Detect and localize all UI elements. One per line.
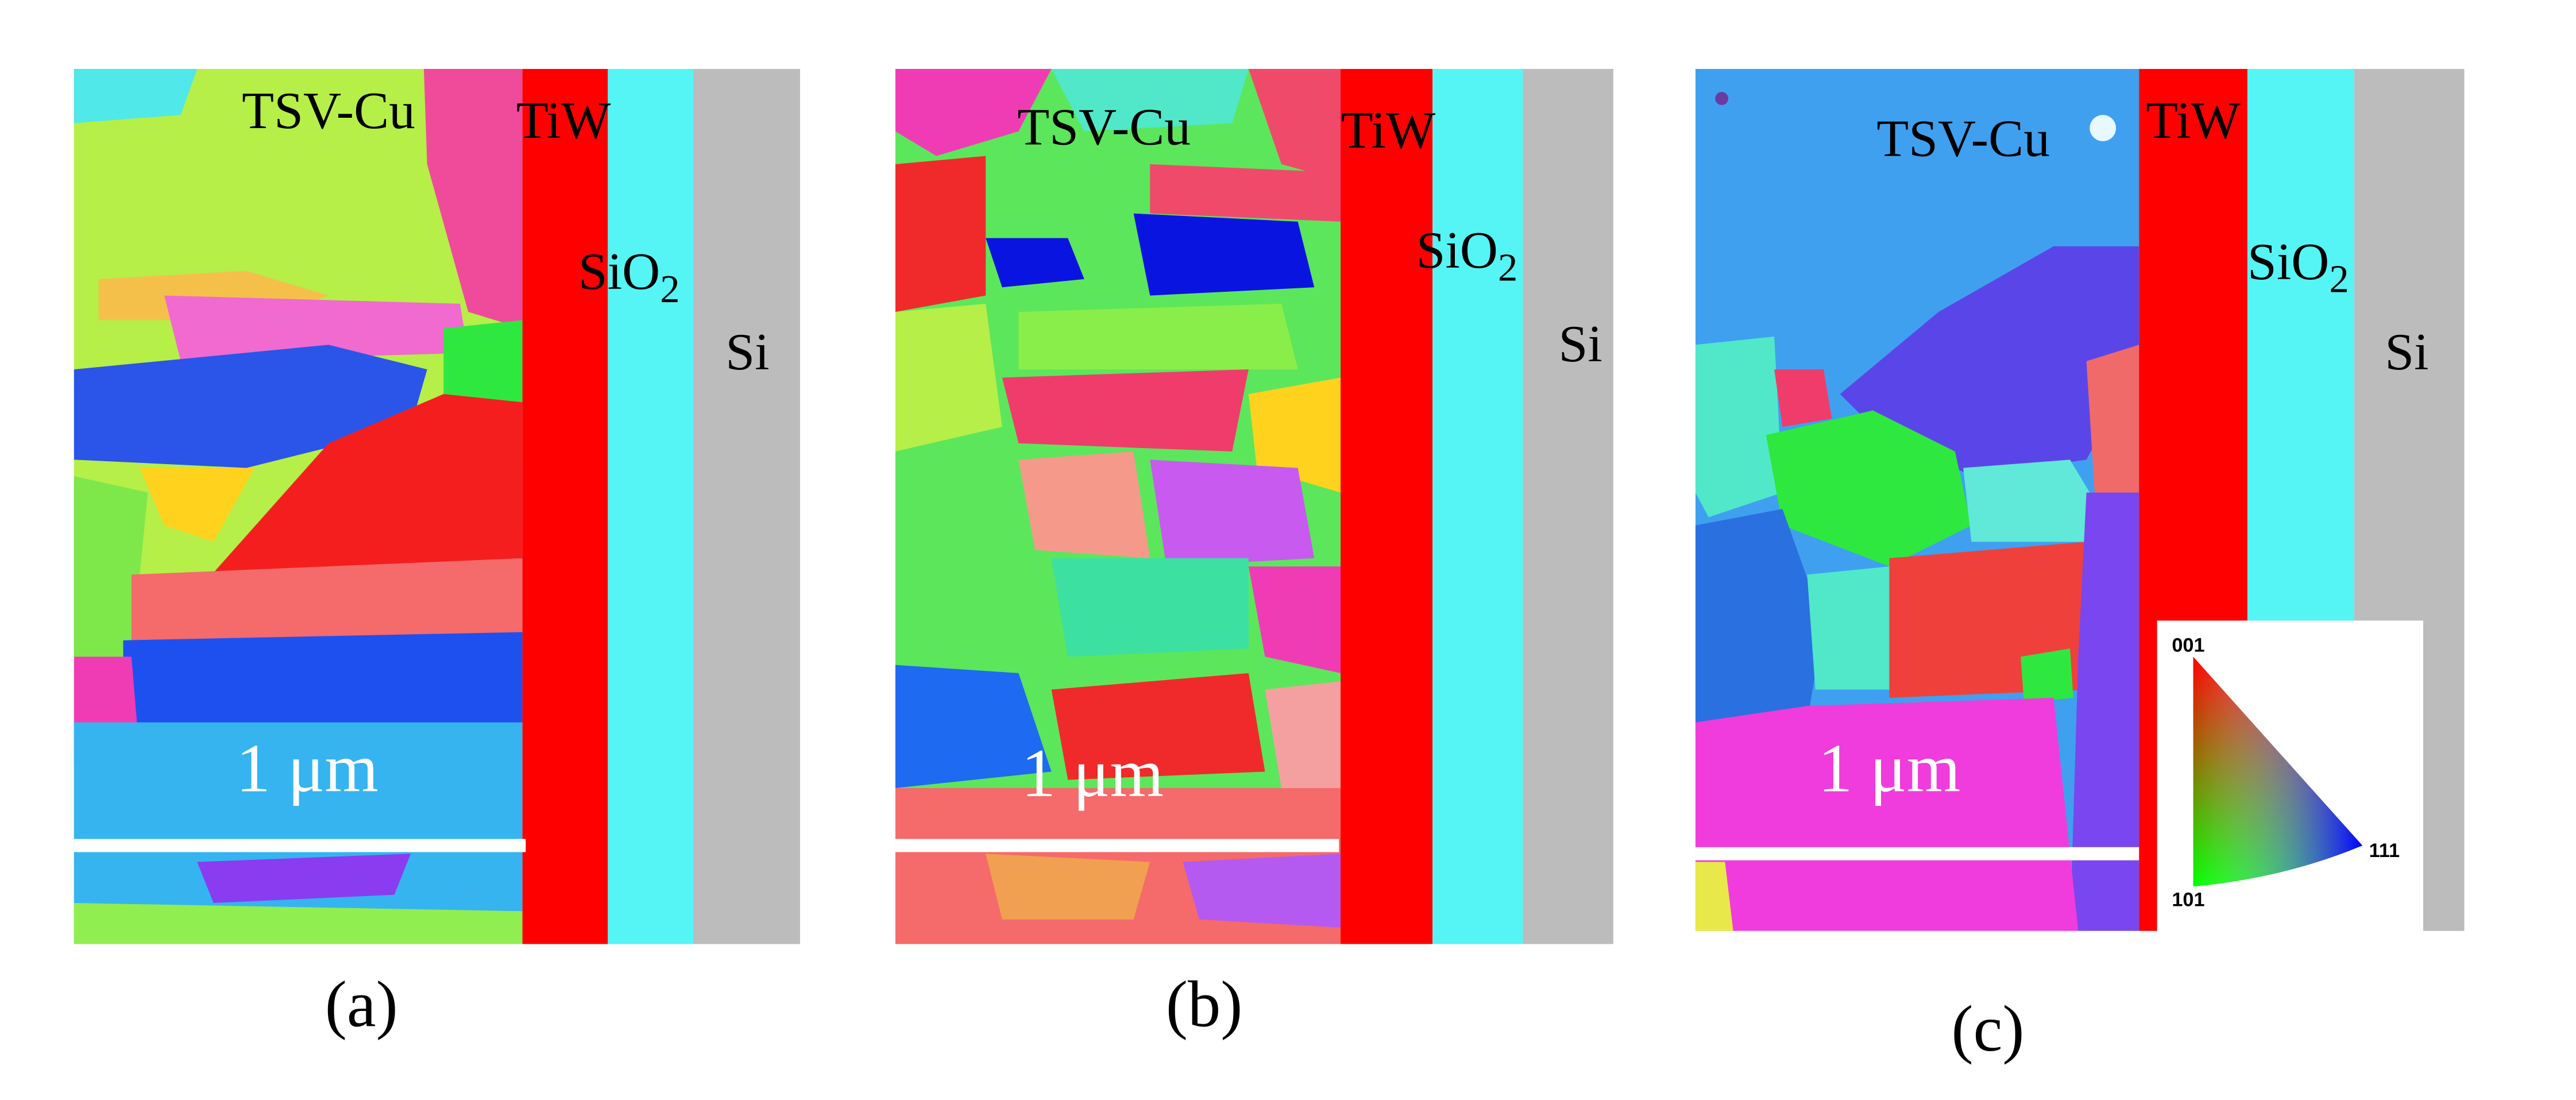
panel-a: 1 μm TSV-Cu TiW SiO2 Si (a) [74,69,800,1040]
ipf-triangle-overlay [2193,657,2363,887]
cu-label: TSV-Cu [1017,98,1191,156]
si-layer [693,69,800,944]
tiw-label: TiW [516,91,611,149]
legend-bottom: 101 [2172,889,2204,911]
scale-bar [74,839,526,852]
legend-right: 111 [2369,840,2400,862]
sio2-text: SiO [1416,221,1498,279]
grain-map [74,69,523,944]
tiw-layer [522,69,608,944]
grain-map [895,69,1341,944]
caption: (a) [325,967,398,1040]
sio2-sub: 2 [1498,246,1517,290]
sio2-text: SiO [2247,232,2329,291]
sio2-sub: 2 [660,267,679,311]
tiw-label: TiW [1341,101,1436,159]
cu-label: TSV-Cu [242,81,415,140]
scale-label: 1 μm [1021,735,1164,811]
si-label: Si [1558,314,1602,373]
si-label: Si [725,322,769,381]
ipf-legend: 001 111 101 [2157,620,2423,933]
si-layer [1523,69,1613,944]
sio2-layer [1432,69,1523,944]
panel-b: 1 μm TSV-Cu TiW SiO2 Si (b) [895,69,1613,1040]
scale-label: 1 μm [236,730,379,806]
tiw-label: TiW [2146,91,2241,149]
cu-label: TSV-Cu [1876,109,2050,168]
caption: (b) [1166,967,1242,1040]
scale-bar [1695,847,2139,860]
sio2-text: SiO [578,242,660,300]
si-label: Si [2385,322,2428,381]
sio2-sub: 2 [2329,257,2349,301]
grain-map [1695,69,2139,931]
scale-bar [895,839,1339,852]
sio2-label: SiO2 [2247,232,2349,301]
scale-label: 1 μm [1818,730,1960,806]
caption: (c) [1952,992,2025,1065]
sio2-label: SiO2 [578,242,680,311]
sio2-layer [608,69,694,944]
legend-top: 001 [2172,635,2204,657]
panel-c: 1 μm TSV-Cu TiW SiO2 Si (c) 001 111 101 [1695,69,2465,1065]
tiw-layer [1341,69,1433,944]
sio2-label: SiO2 [1416,221,1518,290]
